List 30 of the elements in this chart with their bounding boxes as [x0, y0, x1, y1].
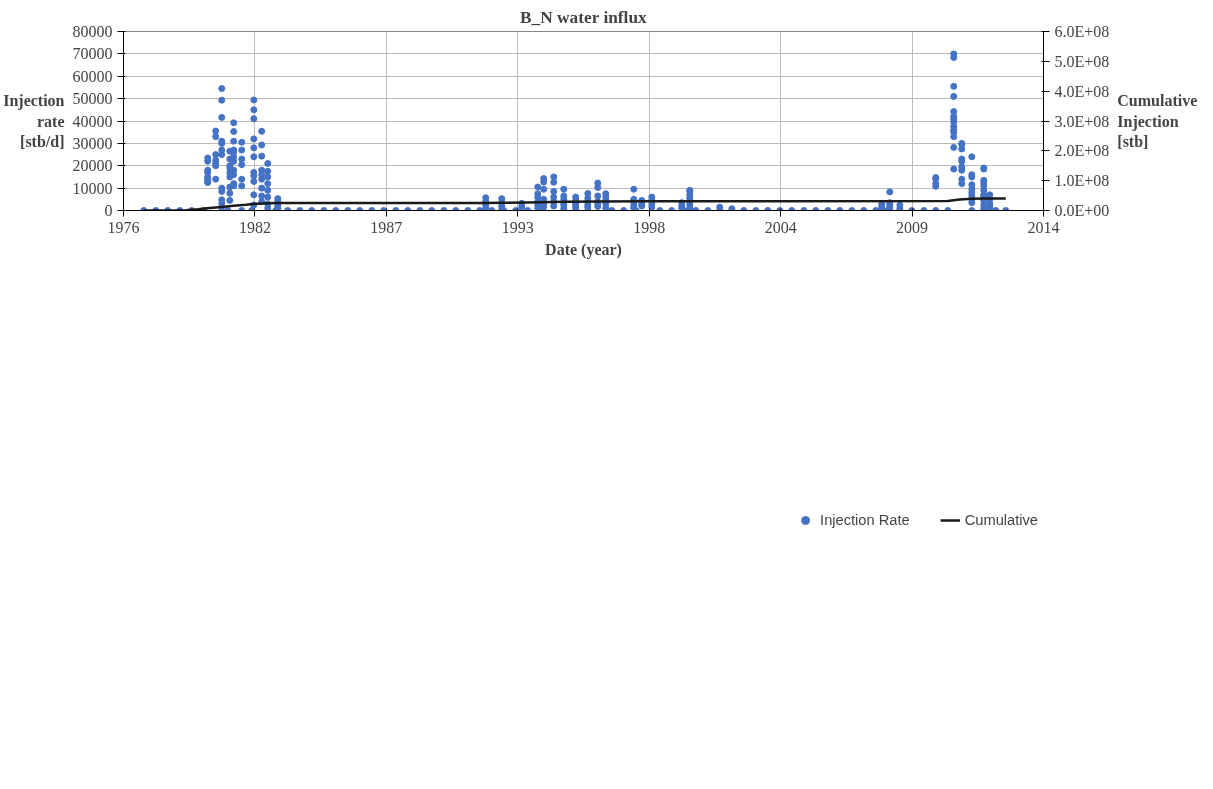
y-tick-label: 20000: [72, 157, 113, 175]
y-axis-title: Injection rate [stb/d]: [3, 92, 65, 150]
y-tick-label: 50000: [72, 90, 113, 108]
y2-tick-label: 3.0E+08: [1054, 112, 1110, 130]
x-tick-label: 1976: [107, 218, 140, 236]
y-tick-label: 80000: [72, 23, 113, 40]
y-tick-label: 10000: [72, 179, 113, 197]
x-tick-label: 2004: [764, 218, 797, 236]
y2-axis-title: Cumulative Injection [stb]: [1117, 92, 1198, 150]
y2-tick-label: 2.0E+08: [1054, 142, 1110, 160]
x-tick-label: 2014: [1027, 218, 1060, 236]
x-tick-label: 2009: [896, 218, 929, 236]
y-tick-label: 40000: [72, 112, 113, 130]
y2-tick-label: 4.0E+08: [1054, 82, 1110, 100]
x-tick-label: 1987: [370, 218, 403, 236]
legend-label: Injection Rate: [820, 512, 910, 528]
x-tick-label: 1982: [238, 218, 271, 236]
x-tick-label: 1993: [501, 218, 534, 236]
y-tick-label: 0: [104, 202, 113, 219]
chart-title: B_N water influx: [519, 7, 648, 27]
y-tick-label: 70000: [72, 45, 113, 63]
y-tick-label: 30000: [72, 134, 113, 152]
x-tick-label: 1998: [633, 218, 666, 236]
y2-tick-label: 0.0E+00: [1054, 202, 1110, 219]
y2-tick-label: 1.0E+08: [1054, 172, 1110, 190]
y2-tick-label: 5.0E+08: [1054, 52, 1110, 70]
x-axis-title: Date (year): [545, 240, 622, 259]
y2-tick-label: 6.0E+08: [1054, 23, 1110, 40]
legend-label: Cumulative: [964, 512, 1038, 528]
y-tick-label: 60000: [72, 67, 113, 85]
